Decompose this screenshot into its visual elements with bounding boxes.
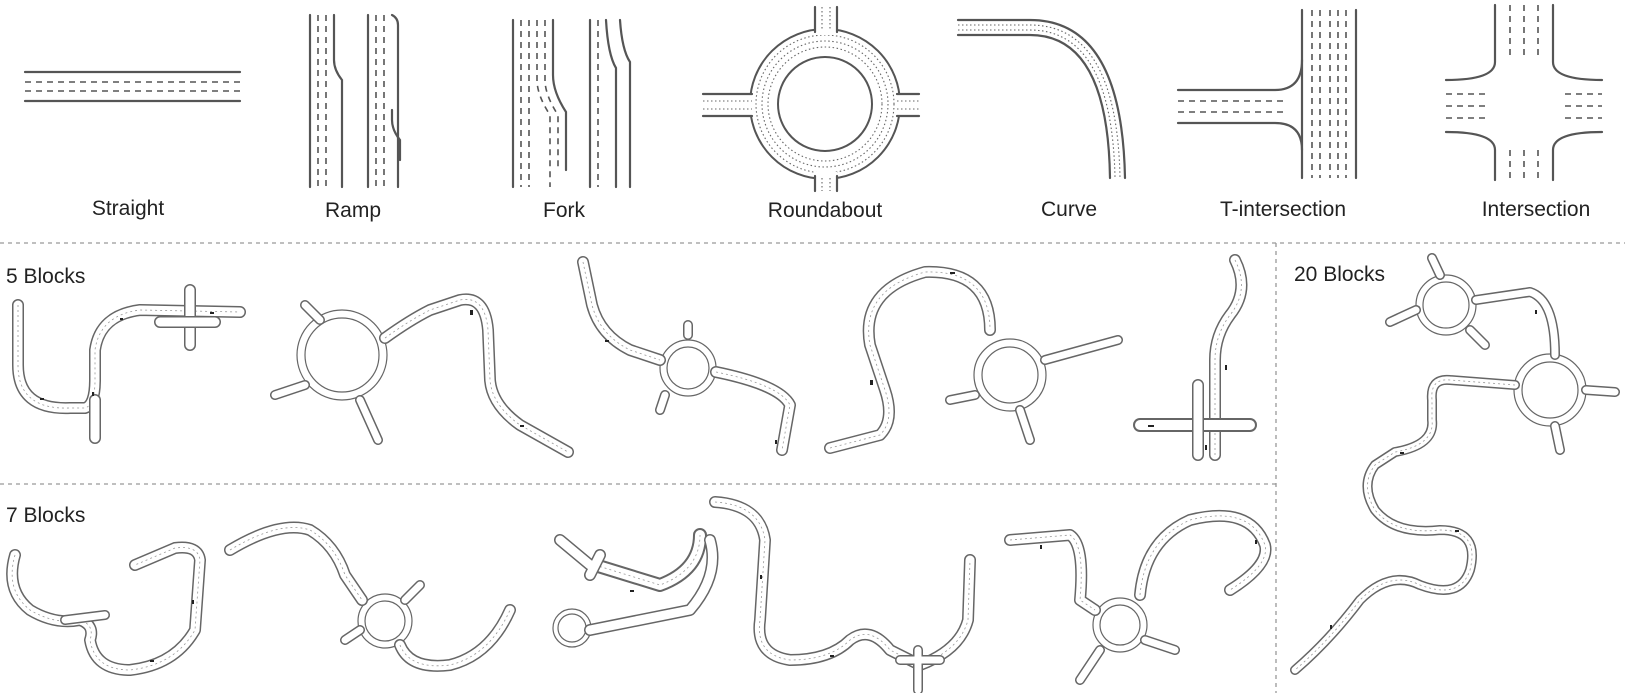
map-7-blocks-3: [552, 528, 719, 648]
map-5-blocks-5: [1133, 254, 1257, 461]
ramp-label: Ramp: [325, 199, 381, 222]
map-5-blocks-1: [12, 284, 246, 444]
roundabout-label: Roundabout: [768, 199, 883, 222]
curve-label: Curve: [1041, 198, 1097, 221]
map-5-blocks-4: [824, 265, 1123, 454]
map-7-blocks-4: [709, 496, 976, 693]
straight-block-diagram: [23, 70, 242, 103]
map-5-blocks-3: [577, 256, 796, 456]
ramp-block-diagram: [308, 13, 402, 189]
map-7-blocks-2: [224, 521, 516, 672]
t-intersection-block-diagram: [1176, 8, 1358, 180]
curve-block-diagram: [956, 18, 1127, 180]
map-5-blocks-2: [270, 293, 574, 458]
t-intersection-label: T-intersection: [1220, 198, 1346, 221]
fork-block-diagram: [511, 18, 632, 189]
twenty-blocks-label: 20 Blocks: [1294, 263, 1385, 286]
fork-label: Fork: [543, 199, 586, 222]
intersection-label: Intersection: [1482, 198, 1591, 221]
five-blocks-label: 5 Blocks: [6, 265, 85, 288]
map-20-blocks: [1290, 253, 1620, 675]
map-7-blocks-5: [1004, 509, 1272, 685]
intersection-block-diagram: [1444, 3, 1604, 182]
map-7-blocks-1: [6, 541, 206, 676]
seven-blocks-label: 7 Blocks: [6, 504, 85, 527]
roundabout-block-diagram: [701, 5, 921, 193]
straight-label: Straight: [92, 197, 165, 220]
